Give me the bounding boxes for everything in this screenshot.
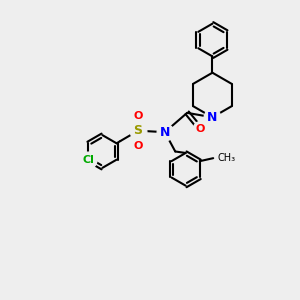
Text: N: N xyxy=(160,126,170,139)
Text: CH₃: CH₃ xyxy=(218,153,236,163)
Text: O: O xyxy=(134,111,143,121)
Text: Cl: Cl xyxy=(82,155,94,165)
Text: O: O xyxy=(134,140,143,151)
Text: S: S xyxy=(134,124,142,137)
Text: N: N xyxy=(207,111,218,124)
Text: O: O xyxy=(196,124,205,134)
